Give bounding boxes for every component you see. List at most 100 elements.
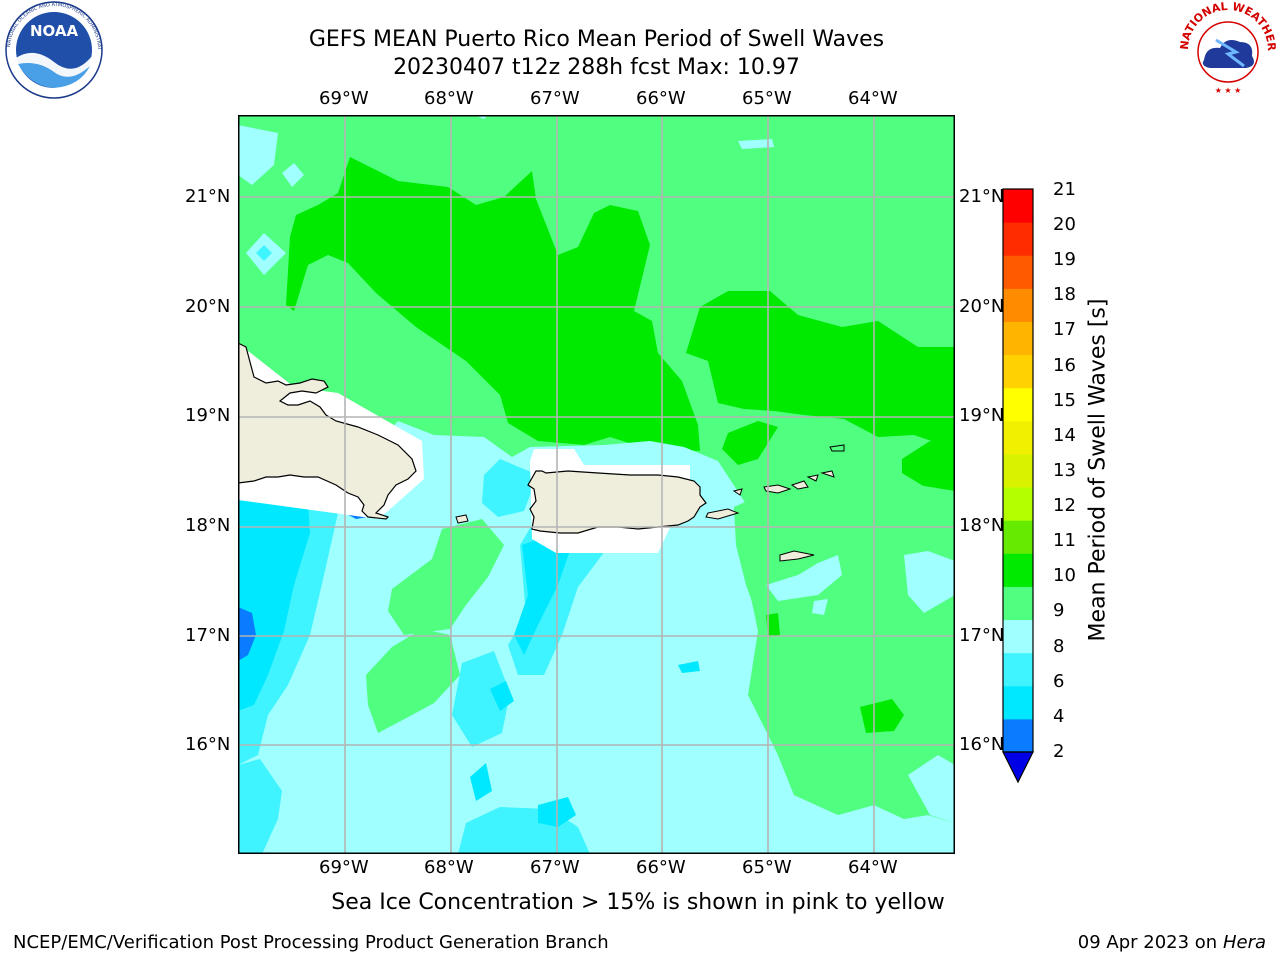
run-date-text: 09 Apr 2023 on (1077, 932, 1223, 953)
lat-label-left: 16°N (185, 734, 231, 755)
virgin-islands (790, 480, 809, 490)
contour-2-4 (238, 607, 256, 661)
contour-10-11 (766, 613, 780, 637)
colorbar-box (1003, 652, 1033, 687)
lon-label-top: 69°W (319, 88, 369, 109)
lon-label-bottom: 66°W (636, 857, 686, 878)
colorbar-box (1003, 718, 1033, 753)
contour-8-9 (738, 139, 774, 149)
anegada-island (829, 444, 845, 452)
colorbar-tick: 21 (1053, 179, 1076, 200)
lon-label-top: 65°W (742, 88, 792, 109)
colorbar-box (1003, 453, 1033, 488)
vieques-island (705, 508, 740, 520)
lon-label-bottom: 68°W (424, 857, 474, 878)
colorbar-tick: 18 (1053, 284, 1076, 305)
contour-8-9 (282, 163, 304, 187)
colorbar-box (1003, 255, 1033, 289)
graticule (238, 115, 955, 854)
st-croix-island (779, 550, 815, 562)
colorbar-tick: 9 (1053, 600, 1065, 621)
lat-label-right: 20°N (959, 296, 1005, 317)
colorbar-tick: 10 (1053, 565, 1076, 586)
noaa-logo: NOAA NATIONAL OCEANIC AND ATMOSPHERIC AD… (4, 0, 103, 99)
colorbar-box (1003, 487, 1033, 521)
colorbar-tick: 2 (1053, 741, 1065, 762)
lat-label-right: 21°N (959, 186, 1005, 207)
hispaniola-land (238, 342, 417, 520)
contour-6-8 (482, 459, 538, 517)
lat-label-left: 17°N (185, 625, 231, 646)
colorbar-tick: 20 (1053, 214, 1076, 235)
lon-label-top: 64°W (848, 88, 898, 109)
colorbar-tick: 19 (1053, 249, 1076, 270)
contour-8-9 (766, 555, 842, 601)
colorbar-tick: 13 (1053, 460, 1076, 481)
colorbar-box (1003, 387, 1033, 422)
lat-label-right: 17°N (959, 625, 1005, 646)
contour-4-6 (238, 500, 310, 711)
swell-period-map (238, 115, 955, 854)
contour-8-9 (908, 755, 955, 823)
colorbar-tick: 8 (1053, 636, 1065, 657)
lat-label-left: 21°N (185, 186, 231, 207)
contour-10-11 (686, 291, 955, 449)
lat-label-right: 16°N (959, 734, 1005, 755)
contour-9-10 (734, 485, 955, 823)
virgin-islands (806, 474, 819, 482)
colorbar-tick: 4 (1053, 706, 1065, 727)
virgin-islands (820, 470, 835, 478)
colorbar-box (1003, 222, 1033, 256)
lon-label-bottom: 69°W (319, 857, 369, 878)
puerto-rico-land (527, 470, 707, 534)
contour-10-11 (860, 699, 904, 733)
colorbar-box (1003, 520, 1033, 554)
colorbar-tick: 14 (1053, 425, 1076, 446)
virgin-islands (763, 484, 792, 494)
lon-label-top: 66°W (636, 88, 686, 109)
colorbar-title: Mean Period of Swell Waves [s] (1085, 298, 1111, 642)
lat-label-left: 18°N (185, 515, 231, 536)
credit-text: NCEP/EMC/Verification Post Processing Pr… (13, 932, 609, 953)
contour-10-11 (286, 157, 700, 451)
colorbar-box (1003, 619, 1033, 654)
colorbar-box (1003, 189, 1033, 223)
lat-label-right: 19°N (959, 405, 1005, 426)
nws-logo: NATIONAL WEATHER SERVICE ★ ★ ★ (1176, 0, 1278, 97)
lat-label-right: 18°N (959, 515, 1005, 536)
contour-10-11 (722, 421, 778, 465)
lon-label-bottom: 67°W (530, 857, 580, 878)
run-date: 09 Apr 2023 on Hera (1078, 932, 1266, 953)
sea-ice-note: Sea Ice Concentration > 15% is shown in … (331, 890, 945, 915)
chart-subtitle: 20230407 t12z 288h fcst Max: 10.97 (393, 55, 800, 80)
contour-6-8 (452, 651, 510, 747)
lon-label-bottom: 64°W (848, 857, 898, 878)
noaa-logo-text: NOAA (30, 22, 79, 40)
colorbar-box (1003, 553, 1033, 587)
colorbar-box (1003, 586, 1033, 621)
contour-4-6 (470, 763, 492, 801)
lon-label-bottom: 65°W (742, 857, 792, 878)
contour-9-10 (366, 629, 460, 733)
contour-9-10 (388, 519, 504, 635)
culebra-island (732, 488, 743, 496)
chart-title: GEFS MEAN Puerto Rico Mean Period of Swe… (308, 27, 885, 52)
lon-label-top: 68°W (424, 88, 474, 109)
contour-4-6 (678, 661, 700, 673)
colorbar-frame (1002, 188, 1034, 753)
lat-label-left: 20°N (185, 296, 231, 317)
colorbar-tick: 12 (1053, 495, 1076, 516)
colorbar-box (1003, 288, 1033, 322)
contour-6-8 (256, 245, 272, 261)
colorbar-box (1003, 420, 1033, 455)
colorbar-tick: 11 (1053, 530, 1076, 551)
colorbar-tick: 15 (1053, 390, 1076, 411)
contour-4-6 (490, 681, 514, 711)
colorbar-box (1003, 685, 1033, 720)
contour-8-9 (812, 599, 828, 615)
run-host: Hera (1222, 932, 1266, 953)
map-frame (238, 115, 955, 854)
lat-label-left: 19°N (185, 405, 231, 426)
colorbar-box (1003, 321, 1033, 356)
colorbar-box (1003, 354, 1033, 389)
